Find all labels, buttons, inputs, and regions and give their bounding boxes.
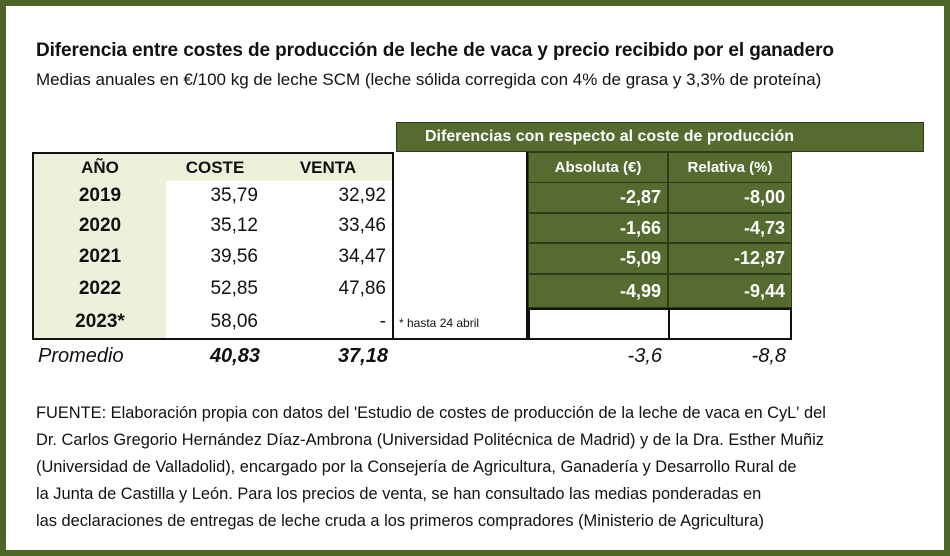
source-line: (Universidad de Valladolid), encargado p… bbox=[36, 458, 797, 476]
table-row-absolute: -1,66 bbox=[528, 213, 668, 243]
table-row-sale: 34,47 bbox=[264, 241, 394, 274]
table-row-year: 2023* bbox=[32, 306, 168, 340]
table-row-cost: 39,56 bbox=[166, 241, 266, 274]
table-row-sale: 47,86 bbox=[264, 272, 394, 308]
table-row-absolute: -2,87 bbox=[528, 182, 668, 213]
note-column bbox=[392, 152, 528, 340]
header-year: AÑO bbox=[32, 152, 168, 183]
chart-title: Diferencia entre costes de producción de… bbox=[36, 40, 834, 61]
average-cost: 40,83 bbox=[209, 344, 260, 367]
table-row-relative: -4,73 bbox=[668, 213, 792, 243]
table-row-cost: 58,06 bbox=[166, 306, 266, 340]
average-label: Promedio bbox=[38, 344, 124, 367]
header-cost: COSTE bbox=[166, 152, 266, 183]
differences-header: Diferencias con respecto al coste de pro… bbox=[396, 122, 924, 152]
chart-subtitle: Medias anuales en €/100 kg de leche SCM … bbox=[36, 70, 822, 89]
table-row-cost: 35,12 bbox=[166, 211, 266, 243]
table-row-sale: 33,46 bbox=[264, 211, 394, 243]
table-row-relative: -8,00 bbox=[668, 182, 792, 213]
table-row-year: 2020 bbox=[32, 211, 168, 243]
header-sale: VENTA bbox=[264, 152, 394, 183]
table-row-year: 2019 bbox=[32, 181, 168, 213]
table-row-cost: 52,85 bbox=[166, 272, 266, 308]
source-line: Dr. Carlos Gregorio Hernández Díaz-Ambro… bbox=[36, 431, 824, 449]
source-note: FUENTE: Elaboración propia con datos del… bbox=[36, 400, 926, 535]
average-relative: -8,8 bbox=[751, 344, 786, 367]
footnote-2023: * hasta 24 abril bbox=[399, 316, 480, 330]
average-sale: 37,18 bbox=[337, 344, 388, 367]
table-row-absolute bbox=[528, 308, 670, 340]
table-row-year: 2022 bbox=[32, 272, 168, 308]
table-row-absolute: -4,99 bbox=[528, 274, 668, 308]
source-line: las declaraciones de entregas de leche c… bbox=[36, 512, 764, 530]
table-row-cost: 35,79 bbox=[166, 181, 266, 213]
average-absolute: -3,6 bbox=[627, 344, 662, 367]
table-row-relative: -12,87 bbox=[668, 243, 792, 274]
table-row-absolute: -5,09 bbox=[528, 243, 668, 274]
header-relative: Relativa (%) bbox=[668, 152, 792, 183]
header-absolute: Absoluta (€) bbox=[528, 152, 668, 183]
source-line: la Junta de Castilla y León. Para los pr… bbox=[36, 485, 762, 503]
source-line: FUENTE: Elaboración propia con datos del… bbox=[36, 404, 826, 422]
table-row-sale: 32,92 bbox=[264, 181, 394, 213]
differences-header-label: Diferencias con respecto al coste de pro… bbox=[425, 128, 794, 145]
table-row-sale: - bbox=[264, 306, 394, 340]
table-row-year: 2021 bbox=[32, 241, 168, 274]
table-row-relative bbox=[668, 308, 792, 340]
table-row-relative: -9,44 bbox=[668, 274, 792, 308]
